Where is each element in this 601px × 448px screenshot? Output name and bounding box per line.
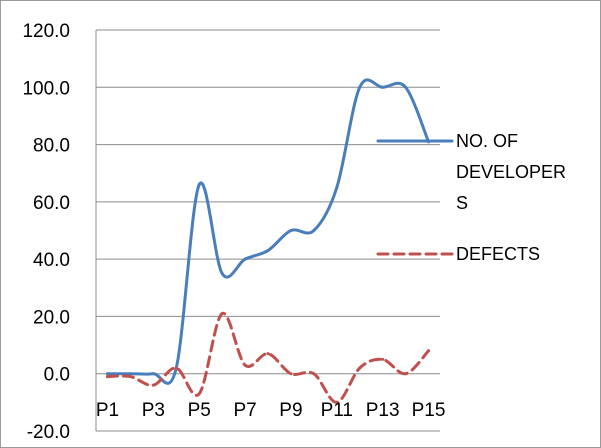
data-point bbox=[381, 85, 385, 89]
data-point bbox=[128, 372, 132, 376]
data-point bbox=[335, 400, 339, 404]
data-point bbox=[220, 312, 224, 316]
legend-label-2: DEFECTS bbox=[456, 244, 540, 264]
data-point bbox=[289, 229, 293, 232]
data-point bbox=[151, 372, 155, 376]
data-point bbox=[220, 271, 224, 275]
x-tick-label: P1 bbox=[96, 400, 119, 421]
legend-label-1: DEVELOPER bbox=[456, 162, 566, 182]
data-point bbox=[243, 257, 247, 261]
data-point bbox=[266, 352, 270, 356]
series-group bbox=[105, 78, 431, 404]
x-tick-label: P11 bbox=[321, 400, 353, 421]
data-point bbox=[105, 375, 109, 379]
data-point bbox=[105, 372, 109, 376]
y-tick-label: 0.0 bbox=[44, 365, 70, 386]
data-point bbox=[358, 366, 362, 370]
y-tick-label: 100.0 bbox=[22, 78, 70, 99]
y-tick-label: 80.0 bbox=[33, 136, 70, 157]
data-point bbox=[335, 186, 339, 190]
data-point bbox=[197, 392, 201, 396]
series-line-2 bbox=[105, 312, 431, 404]
data-point bbox=[289, 372, 293, 376]
legend-label-1: NO. OF bbox=[456, 131, 518, 151]
y-tick-label: -20.0 bbox=[27, 422, 70, 443]
data-point bbox=[243, 363, 247, 367]
y-tick-label: 60.0 bbox=[33, 193, 70, 214]
x-tick-label: P3 bbox=[142, 400, 165, 421]
data-point bbox=[266, 249, 270, 253]
data-point bbox=[312, 229, 316, 232]
legend: NO. OF DEVELOPER S DEFECTS bbox=[376, 131, 566, 264]
y-axis: -20.0 0.0 20.0 40.0 60.0 80.0 100.0 120.0 bbox=[22, 21, 97, 443]
x-tick-label: P5 bbox=[188, 400, 211, 421]
x-tick-label: P7 bbox=[233, 400, 256, 421]
x-tick-label: P13 bbox=[366, 400, 400, 421]
y-tick-label: 40.0 bbox=[33, 250, 70, 271]
series-line-1 bbox=[105, 78, 431, 385]
x-tick-label: P15 bbox=[412, 400, 446, 421]
data-point bbox=[381, 357, 385, 361]
x-tick-label: P9 bbox=[279, 400, 302, 421]
data-point bbox=[151, 383, 155, 387]
data-point bbox=[197, 183, 201, 187]
x-axis: P1 P3 P5 P7 P9 P11 P13 P15 bbox=[96, 400, 446, 421]
y-tick-label: 120.0 bbox=[22, 21, 70, 42]
data-point bbox=[358, 85, 362, 89]
y-tick-label: 20.0 bbox=[33, 307, 70, 328]
data-point bbox=[427, 349, 431, 353]
legend-label-1: S bbox=[456, 193, 468, 213]
gridlines bbox=[96, 29, 440, 432]
data-point bbox=[404, 85, 408, 89]
data-point bbox=[312, 372, 316, 376]
data-point bbox=[174, 366, 178, 370]
data-point bbox=[128, 375, 132, 379]
data-point bbox=[404, 372, 408, 376]
